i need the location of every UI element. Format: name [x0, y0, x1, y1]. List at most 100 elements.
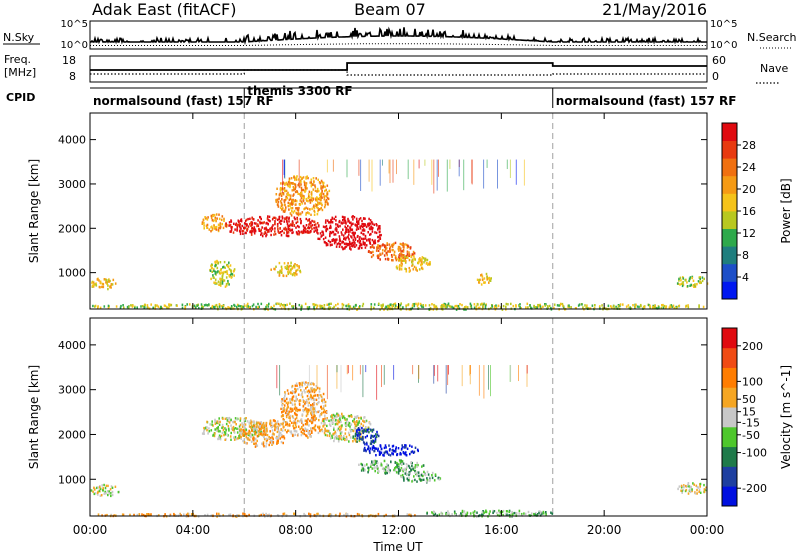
echo-cell [470, 307, 473, 310]
echo-cell [321, 419, 324, 422]
echo-cell [391, 255, 393, 259]
echo-cell [256, 439, 258, 443]
echo-cell [417, 262, 420, 265]
echo-cell [289, 197, 292, 201]
echo-cell [362, 302, 365, 306]
echo-cell [394, 306, 396, 309]
echo-cell [281, 407, 284, 410]
echo-cell [310, 390, 312, 393]
echo-streak [381, 365, 382, 388]
echo-cell [187, 512, 189, 515]
echo-cell [359, 242, 362, 246]
echo-cell [267, 218, 270, 222]
echo-cell [371, 448, 374, 451]
echo-cell [281, 411, 283, 414]
echo-cell [408, 258, 411, 262]
echo-cell [374, 437, 377, 440]
echo-cell [422, 464, 425, 467]
echo-cell [337, 419, 339, 422]
echo-cell [405, 446, 407, 449]
echo-cell [326, 228, 329, 231]
echo-cell [287, 262, 289, 265]
echo-cell [262, 512, 264, 516]
echo-cell [699, 491, 702, 494]
echo-cell [281, 198, 283, 201]
echo-cell [399, 257, 402, 260]
echo-streak [506, 159, 508, 170]
echo-cell [349, 428, 351, 431]
echo-cell [224, 307, 227, 310]
echo-cell [286, 421, 288, 424]
echo-cell [418, 258, 420, 261]
echo-cell [290, 202, 292, 205]
echo-cell [408, 464, 410, 468]
echo-cell [300, 430, 303, 434]
echo-cell [377, 227, 380, 230]
echo-cell [607, 304, 610, 307]
echo-cell [323, 409, 326, 412]
echo-cell [392, 259, 394, 262]
echo-cell [246, 442, 248, 445]
echo-cell [354, 237, 357, 240]
echo-cell [478, 281, 480, 284]
echo-cell [302, 231, 305, 234]
echo-cell [318, 427, 320, 430]
echo-cell [312, 303, 314, 306]
echo-cell [353, 243, 355, 247]
echo-cell [292, 416, 295, 420]
echo-cell [148, 513, 151, 516]
echo-cell [406, 477, 409, 480]
echo-cell [309, 404, 312, 407]
echo-cell [439, 477, 442, 480]
echo-cell [141, 513, 143, 516]
echo-cell [103, 278, 106, 281]
echo-cell [454, 513, 457, 517]
echo-cell [244, 231, 247, 235]
echo-cell [265, 305, 267, 309]
echo-cell [208, 427, 210, 430]
echo-cell [539, 303, 541, 307]
echo-cell [311, 219, 313, 223]
echo-cell [317, 237, 319, 240]
echo-cell [296, 264, 299, 268]
echo-cell [285, 401, 288, 404]
colorbar-swatch [722, 263, 737, 282]
echo-cell [324, 410, 327, 414]
echo-cell [282, 441, 284, 445]
echo-cell [324, 236, 327, 239]
echo-cell [226, 223, 228, 227]
echo-cell [286, 406, 289, 409]
echo-cell [286, 389, 289, 392]
y-tick-label: 1000 [58, 473, 86, 486]
echo-cell [287, 270, 289, 274]
echo-cell [383, 254, 386, 257]
echo-cell [277, 422, 280, 426]
echo-cell [359, 433, 362, 436]
echo-cell [347, 236, 350, 239]
echo-cell [283, 231, 285, 235]
echo-cell [688, 485, 690, 488]
echo-cell [402, 476, 405, 479]
echo-cell [279, 200, 282, 203]
echo-cell [193, 304, 196, 307]
echo-cell [434, 512, 437, 516]
echo-cell [345, 227, 347, 231]
echo-cell [472, 511, 475, 514]
echo-cell [330, 226, 332, 229]
echo-cell [236, 431, 239, 434]
echo-cell [332, 421, 334, 424]
echo-cell [315, 411, 318, 414]
echo-cell [294, 423, 297, 426]
echo-cell [328, 423, 331, 426]
echo-cell [279, 189, 282, 192]
echo-cell [105, 281, 107, 284]
echo-cell [279, 431, 282, 435]
echo-cell [305, 199, 308, 202]
echo-cell [326, 193, 329, 196]
echo-cell [296, 232, 298, 235]
echo-cell [386, 471, 388, 475]
echo-cell [213, 434, 216, 438]
echo-cell [444, 305, 446, 308]
echo-cell [327, 239, 330, 243]
echo-cell [300, 306, 303, 309]
